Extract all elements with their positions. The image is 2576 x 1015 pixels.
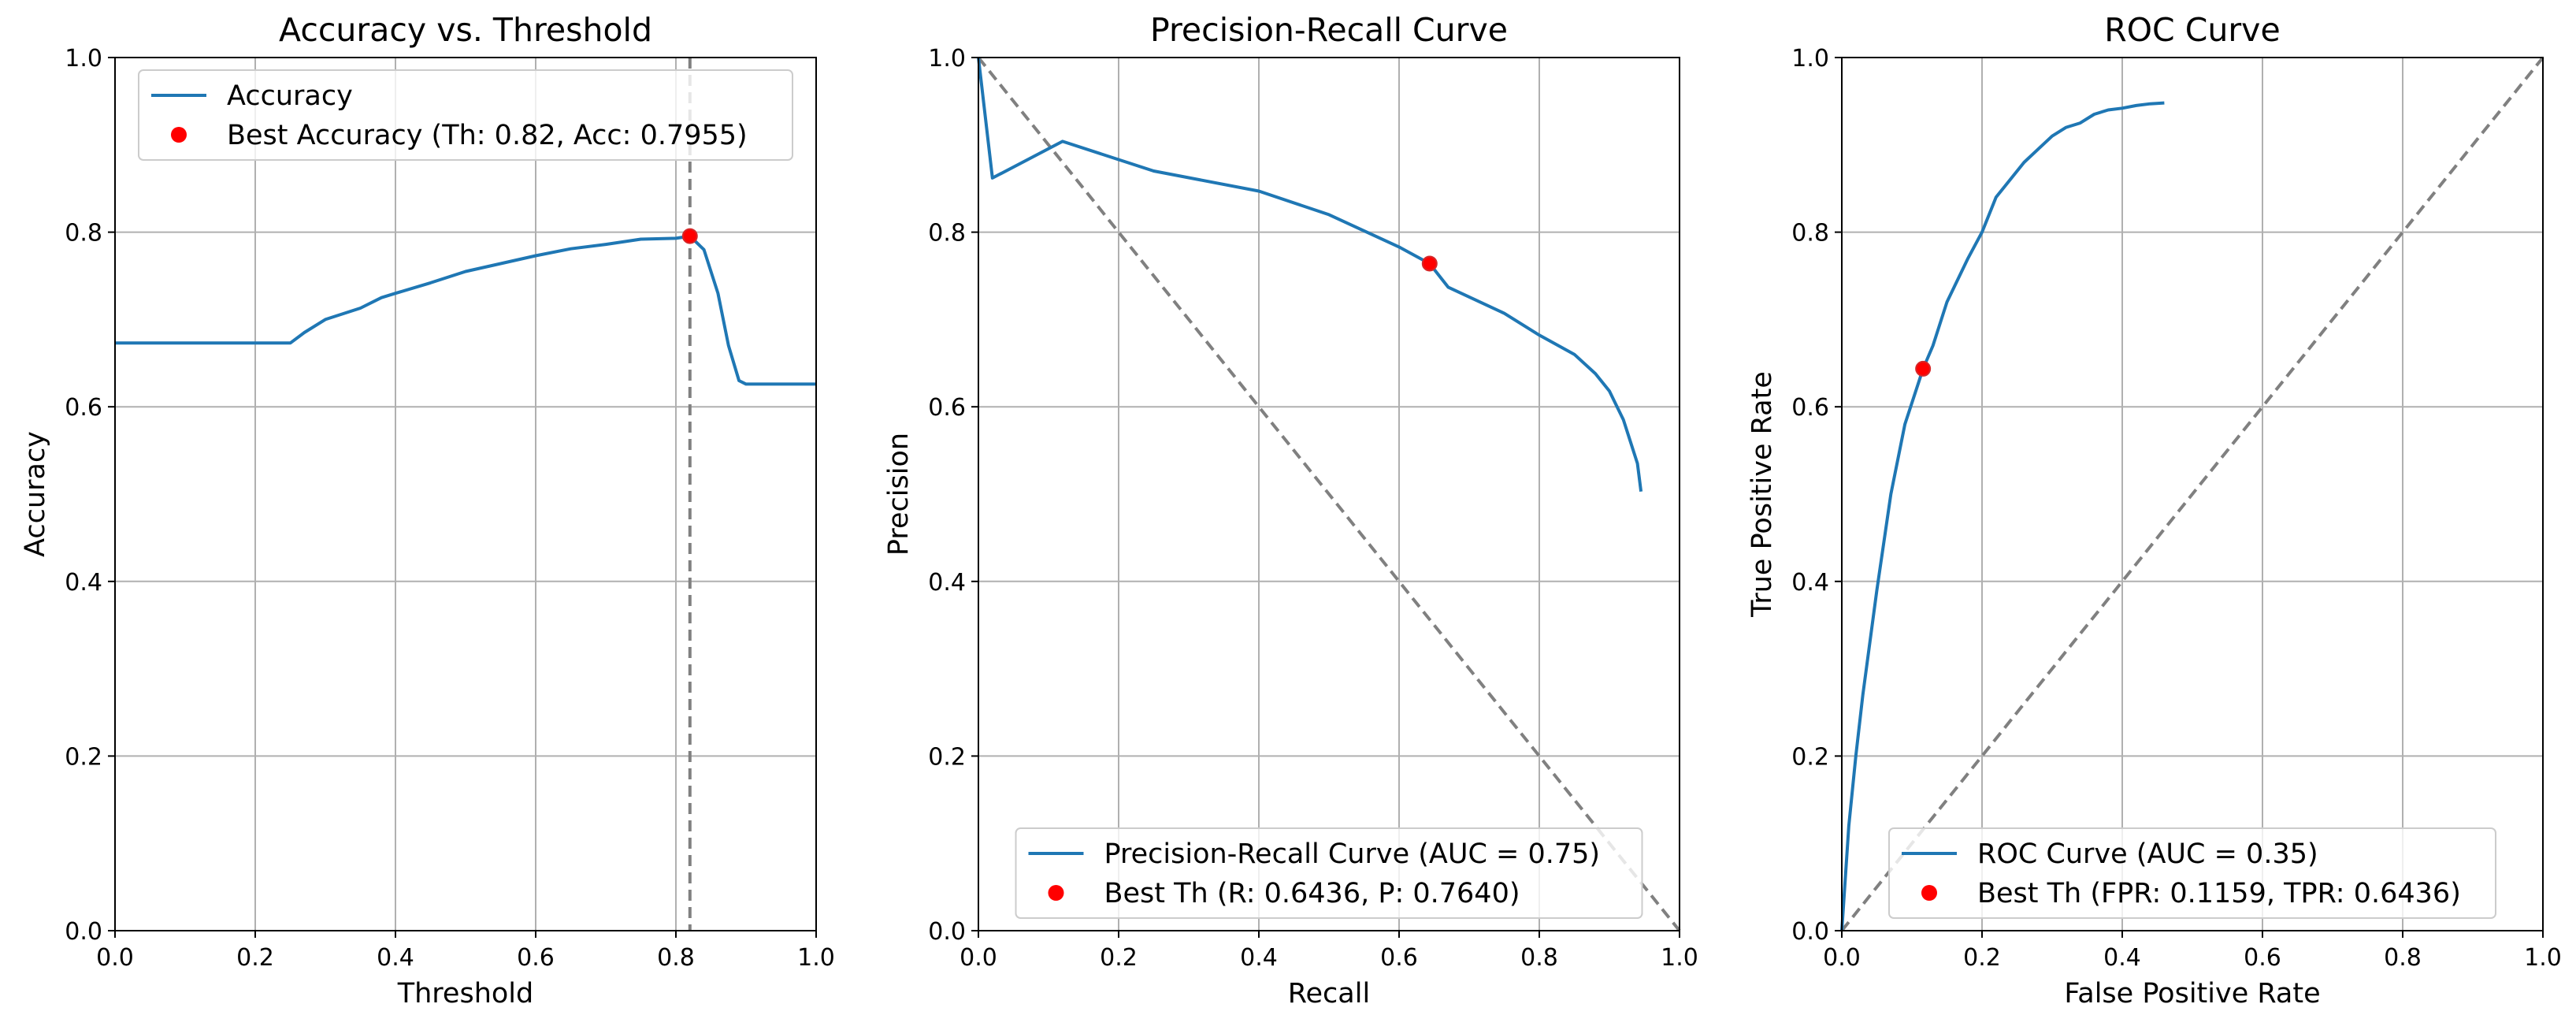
x-tick-label: 1.0 — [797, 944, 835, 972]
legend-series-label: Accuracy — [227, 80, 353, 112]
x-tick-label: 1.0 — [1661, 944, 1698, 972]
y-tick-label: 0.0 — [928, 918, 966, 946]
y-tick-label: 0.2 — [1791, 743, 1829, 771]
x-tick-label: 0.2 — [1963, 944, 2001, 972]
y-tick-label: 0.2 — [65, 743, 102, 771]
x-tick-label: 0.6 — [517, 944, 555, 972]
legend: Precision-Recall Curve (AUC = 0.75) Best … — [1015, 827, 1643, 919]
y-tick-label: 0.4 — [928, 569, 966, 597]
chart-title: Accuracy vs. Threshold — [279, 11, 652, 49]
legend-box — [138, 69, 793, 161]
legend-box — [1888, 827, 2496, 919]
chart-title: Precision-Recall Curve — [1150, 11, 1508, 49]
legend-marker-swatch — [1048, 885, 1064, 901]
x-axis-title: Recall — [1288, 978, 1370, 1009]
legend-box — [1015, 827, 1643, 919]
x-tick-label: 0.6 — [1380, 944, 1418, 972]
series-line-1 — [115, 234, 816, 386]
best-point-marker — [1421, 255, 1438, 272]
x-tick-label: 0.8 — [2384, 944, 2422, 972]
legend: Accuracy Best Accuracy (Th: 0.82, Acc: 0.… — [138, 69, 793, 161]
reference-line — [977, 56, 1681, 932]
legend: ROC Curve (AUC = 0.35) Best Th (FPR: 0.11… — [1888, 827, 2496, 919]
series-line-1 — [977, 57, 1643, 492]
y-tick-label: 0.8 — [65, 220, 102, 247]
y-tick-label: 0.6 — [65, 394, 102, 422]
chart-panel-2: 0.0 0.2 0.4 0.6 0.8 1.0 0.0 0.2 0.4 0.6 0.8 1.0 Prec… — [883, 11, 1698, 1009]
x-axis-title: False Positive Rate — [2064, 978, 2320, 1009]
plot-frame — [114, 57, 817, 931]
legend-series-label: Precision-Recall Curve (AUC = 0.75) — [1104, 838, 1601, 870]
x-tick-label: 0.0 — [1823, 944, 1861, 972]
y-axis-title: Precision — [883, 433, 915, 556]
y-axis-title: Accuracy — [20, 431, 51, 557]
y-tick-label: 0.4 — [65, 569, 102, 597]
legend-marker-swatch — [1921, 885, 1937, 901]
y-tick-label: 0.6 — [1791, 394, 1829, 422]
best-point-marker — [681, 228, 698, 244]
chart-panel-3: 0.0 0.2 0.4 0.6 0.8 1.0 0.0 0.2 0.4 0.6 0.8 1.0 ROC … — [1746, 11, 2562, 1009]
chart-title: ROC Curve — [2104, 11, 2280, 49]
plot-frame — [1841, 57, 2544, 931]
x-tick-label: 0.0 — [96, 944, 134, 972]
y-tick-label: 0.4 — [1791, 569, 1829, 597]
y-tick-label: 1.0 — [1791, 45, 1829, 72]
x-tick-label: 0.0 — [960, 944, 997, 972]
y-tick-label: 0.8 — [928, 220, 966, 247]
x-tick-label: 0.6 — [2244, 944, 2281, 972]
legend-best-label: Best Th (R: 0.6436, P: 0.7640) — [1104, 878, 1520, 909]
x-tick-label: 0.8 — [657, 944, 695, 972]
y-tick-label: 1.0 — [928, 45, 966, 72]
plot-frame — [978, 57, 1680, 931]
legend-series-label: ROC Curve (AUC = 0.35) — [1977, 838, 2318, 870]
x-tick-label: 0.2 — [1100, 944, 1138, 972]
y-tick-label: 0.2 — [928, 743, 966, 771]
legend-marker-swatch — [171, 127, 187, 143]
x-tick-label: 1.0 — [2524, 944, 2562, 972]
y-tick-label: 0.0 — [1791, 918, 1829, 946]
reference-line — [1840, 56, 2544, 932]
legend-best-label: Best Th (FPR: 0.1159, TPR: 0.6436) — [1977, 878, 2461, 909]
x-tick-label: 0.8 — [1520, 944, 1558, 972]
x-axis-title: Threshold — [397, 978, 534, 1009]
y-tick-label: 0.0 — [65, 918, 102, 946]
x-tick-label: 0.4 — [1240, 944, 1278, 972]
y-tick-label: 1.0 — [65, 45, 102, 72]
x-tick-label: 0.2 — [236, 944, 274, 972]
x-tick-label: 0.4 — [2103, 944, 2141, 972]
y-tick-label: 0.6 — [928, 394, 966, 422]
y-tick-label: 0.8 — [1791, 220, 1829, 247]
chart-panel-1: 0.0 0.2 0.4 0.6 0.8 1.0 0.0 0.2 0.4 0.6 0.8 1.0 Accu… — [20, 11, 835, 1009]
best-point-marker — [1915, 360, 1932, 377]
legend-best-label: Best Accuracy (Th: 0.82, Acc: 0.7955) — [227, 120, 748, 151]
y-axis-title: True Positive Rate — [1746, 371, 1778, 618]
series-line-1 — [1840, 101, 2165, 931]
x-tick-label: 0.4 — [377, 944, 414, 972]
